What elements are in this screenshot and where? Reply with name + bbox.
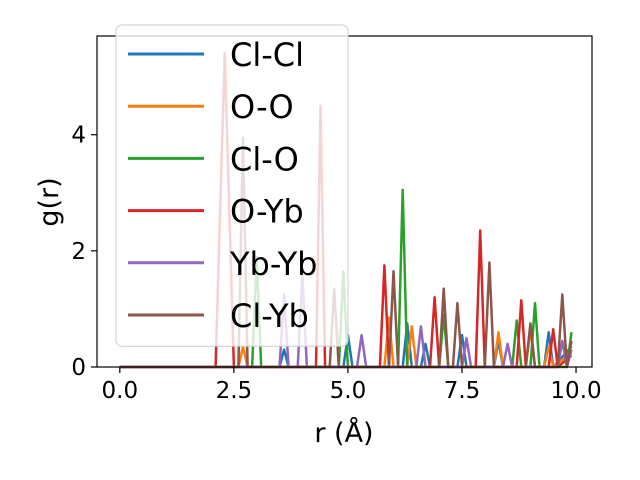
legend-label: O-Yb [230,193,304,231]
x-tick-label: 5.0 [330,378,367,404]
x-tick-label: 2.5 [216,378,253,404]
y-tick-label: 2 [71,239,86,265]
x-axis: 0.0 2.5 5.0 7.5 10.0 [102,367,602,404]
y-axis-label: g(r) [34,177,65,226]
y-axis: 0 2 4 [71,123,97,381]
y-tick-label: 0 [71,355,86,381]
legend-label: Cl-Cl [230,36,304,74]
legend-label: Yb-Yb [229,245,317,283]
y-tick-label: 4 [71,123,86,149]
x-tick-label: 10.0 [550,378,601,404]
legend: Cl-Cl O-O Cl-O O-Yb Yb-Yb Cl-Yb [115,24,349,347]
x-tick-label: 7.5 [444,378,481,404]
x-axis-label: r (Å) [314,417,373,449]
legend-label: Cl-Yb [230,297,309,335]
legend-label: O-O [230,88,294,126]
x-tick-label: 0.0 [102,378,139,404]
legend-label: Cl-O [230,140,299,178]
